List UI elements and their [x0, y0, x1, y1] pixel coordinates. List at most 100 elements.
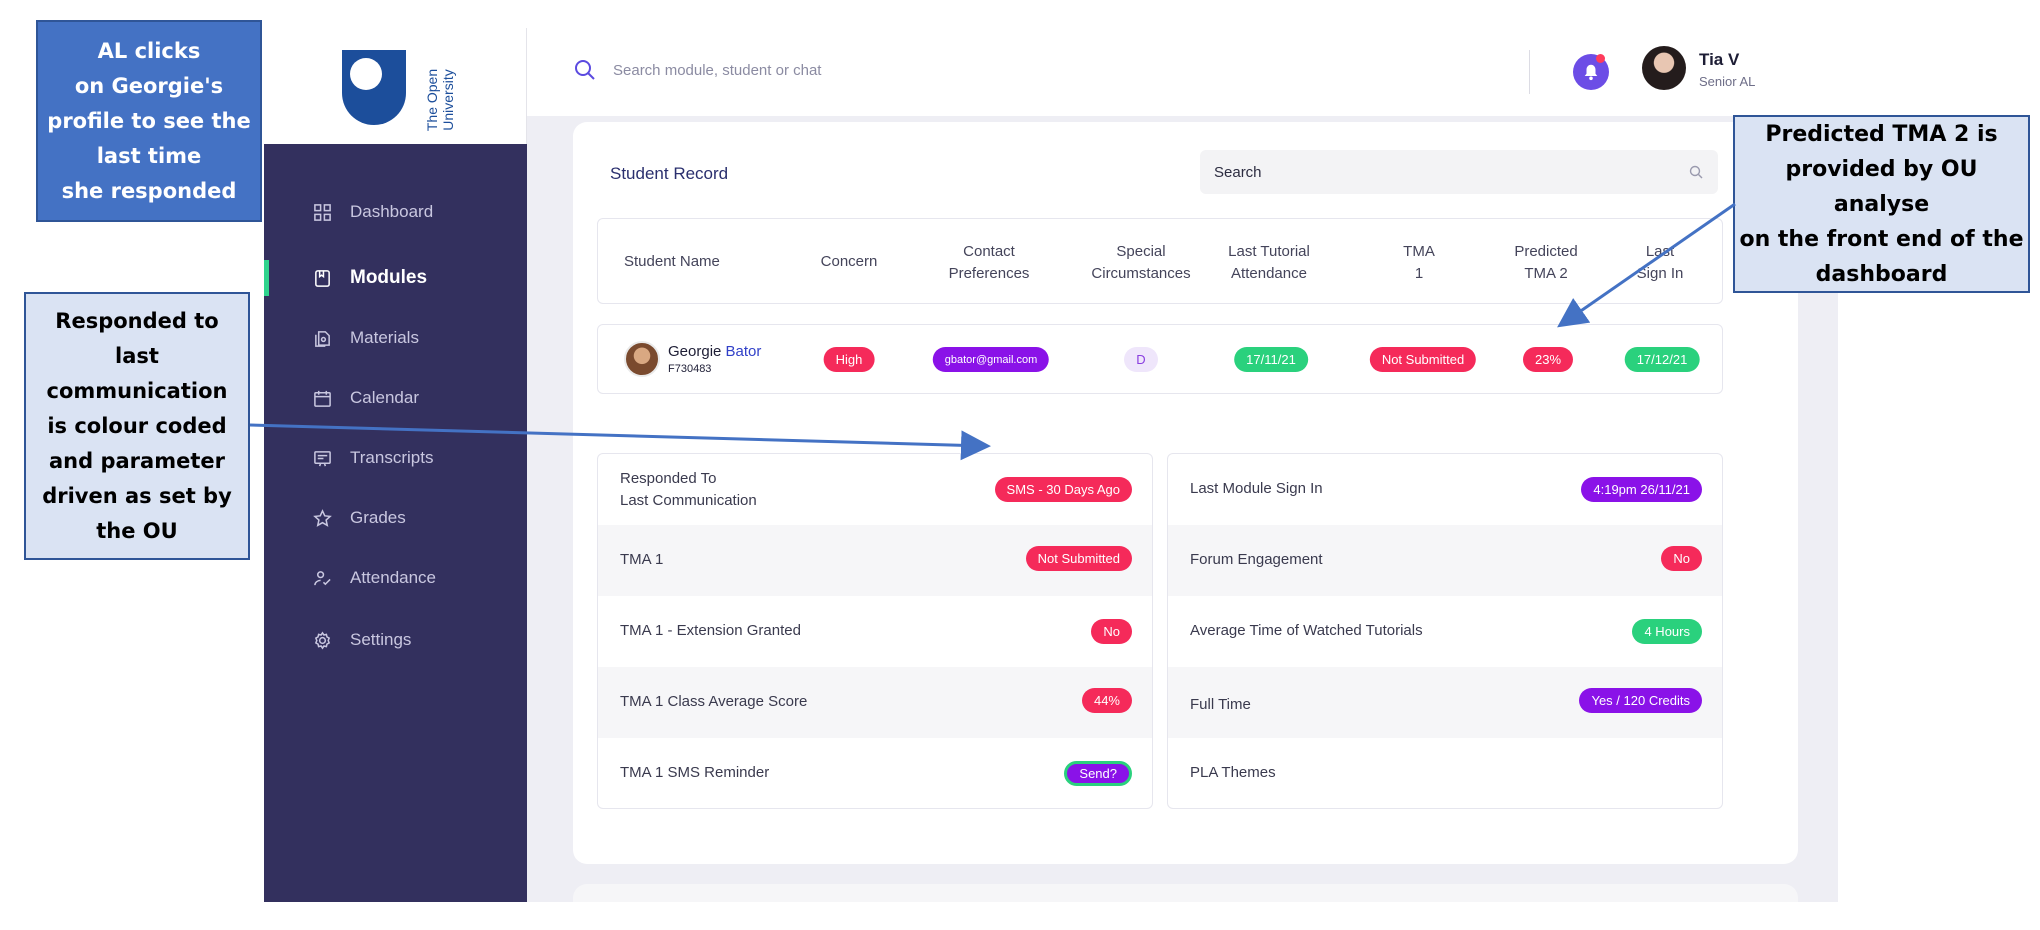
annotation-callout: AL clicks on Georgie's profile to see th… — [36, 20, 262, 222]
student-avatar[interactable] — [624, 341, 660, 377]
concern-badge: High — [823, 347, 875, 372]
detail-label: Last Module Sign In — [1190, 480, 1323, 497]
tma1-badge: Not Submitted — [1369, 347, 1477, 372]
detail-row: PLA Themes — [1168, 738, 1722, 808]
detail-value-badge: No — [1091, 619, 1132, 644]
detail-value-badge: 4 Hours — [1632, 619, 1702, 644]
sidebar-item-materials[interactable]: Materials — [264, 316, 527, 360]
detail-value-badge: 4:19pm 26/11/21 — [1581, 477, 1702, 502]
detail-label: TMA 1 Class Average Score — [620, 693, 808, 710]
special-circumstances-badge: D — [1124, 347, 1158, 372]
student-name[interactable]: Georgie Bator — [668, 343, 761, 360]
sidebar-item-settings[interactable]: Settings — [264, 618, 527, 662]
detail-value-badge: No — [1661, 546, 1702, 571]
logo[interactable]: The Open University — [264, 28, 527, 144]
transcript-icon — [312, 448, 332, 468]
user-role: Senior AL — [1699, 74, 1756, 89]
detail-label: Forum Engagement — [1190, 551, 1323, 568]
responded-status-badge: SMS - 30 Days Ago — [994, 477, 1132, 502]
detail-row: Average Time of Watched Tutorials 4 Hour… — [1168, 596, 1722, 667]
sidebar-item-label: Calendar — [350, 388, 419, 407]
sidebar-item-label: Materials — [350, 328, 419, 347]
student-first-name: Georgie — [668, 343, 722, 360]
sidebar-item-calendar[interactable]: Calendar — [264, 376, 527, 420]
table-header: Student Name Concern Contact Preferences… — [597, 218, 1723, 304]
detail-label: PLA Themes — [1190, 764, 1276, 781]
column-header: Student Name — [624, 253, 720, 270]
search-icon[interactable] — [573, 58, 597, 82]
sidebar-item-grades[interactable]: Grades — [264, 496, 527, 540]
detail-label: Responded To Last Communication — [620, 470, 757, 509]
sidebar-item-label: Attendance — [350, 568, 437, 587]
send-sms-button[interactable]: Send? — [1064, 761, 1132, 786]
detail-label: TMA 1 SMS Reminder — [620, 764, 770, 781]
calendar-icon — [312, 388, 332, 408]
sidebar-item-attendance[interactable]: Attendance — [264, 556, 527, 600]
detail-panel-left: Responded To Last Communication SMS - 30… — [597, 453, 1153, 809]
detail-label: Full Time — [1190, 696, 1251, 713]
search-input-text: Search — [1214, 164, 1262, 181]
detail-row: TMA 1 Not Submitted — [598, 525, 1152, 596]
detail-value-badge: Yes / 120 Credits — [1579, 688, 1702, 713]
sidebar-item-transcripts[interactable]: Transcripts — [264, 436, 527, 480]
search-icon[interactable] — [1688, 164, 1704, 180]
student-record-card: Student Record Search Student Name Conce… — [573, 122, 1798, 864]
column-header: TMA 1 — [1403, 243, 1435, 282]
detail-value-badge: Not Submitted — [1025, 546, 1132, 571]
ou-dot — [350, 58, 382, 90]
detail-label: Average Time of Watched Tutorials — [1190, 622, 1423, 639]
detail-label: TMA 1 - Extension Granted — [620, 622, 801, 639]
user-check-icon — [312, 568, 332, 588]
sidebar-item-dashboard[interactable]: Dashboard — [264, 190, 527, 234]
detail-label: TMA 1 — [620, 551, 664, 568]
user-avatar[interactable] — [1642, 46, 1686, 90]
files-icon — [312, 328, 332, 348]
detail-row: Forum Engagement No — [1168, 525, 1722, 596]
active-nav-marker — [264, 260, 269, 296]
detail-row: Last Module Sign In 4:19pm 26/11/21 — [1168, 454, 1722, 525]
callout-text: Responded to last communication is colou… — [42, 308, 232, 543]
sidebar-item-label: Transcripts — [350, 448, 434, 467]
logo-text: The Open University — [424, 68, 456, 132]
last-tutorial-badge: 17/11/21 — [1234, 347, 1308, 372]
column-header: Last Sign In — [1636, 243, 1684, 282]
detail-row: TMA 1 Class Average Score 44% — [598, 667, 1152, 738]
sidebar-item-modules[interactable]: Modules — [264, 256, 527, 300]
callout-text: AL clicks on Georgie's profile to see th… — [47, 38, 251, 203]
sidebar-item-label: Grades — [350, 508, 406, 527]
sidebar-item-label: Settings — [350, 630, 412, 649]
column-header: Contact Preferences — [948, 243, 1030, 282]
sidebar-item-label: Dashboard — [350, 202, 434, 221]
sidebar-item-label: Modules — [350, 267, 428, 288]
detail-row: TMA 1 - Extension Granted No — [598, 596, 1152, 667]
contact-preference-badge[interactable]: gbator@gmail.com — [932, 347, 1050, 372]
detail-row: Responded To Last Communication SMS - 30… — [598, 454, 1152, 525]
column-header: Last Tutorial Attendance — [1228, 243, 1310, 282]
detail-row: Full Time Yes / 120 Credits — [1168, 667, 1722, 738]
notification-dot — [1596, 54, 1605, 63]
header-divider — [1529, 50, 1530, 94]
global-search-input[interactable]: Search module, student or chat — [613, 62, 822, 79]
student-search-input[interactable]: Search — [1200, 150, 1718, 194]
book-icon — [312, 268, 332, 288]
star-icon — [312, 508, 332, 528]
last-sign-in-badge: 17/12/21 — [1624, 347, 1700, 372]
detail-row: TMA 1 SMS Reminder Send? — [598, 738, 1152, 808]
predicted-tma2-badge: 23% — [1522, 347, 1574, 372]
annotation-callout: Responded to last communication is colou… — [24, 292, 250, 560]
detail-value-badge: 44% — [1081, 688, 1132, 713]
user-name: Tia V — [1699, 50, 1740, 69]
bell-icon — [1584, 64, 1598, 81]
annotation-callout: Predicted TMA 2 is provided by OU analys… — [1733, 115, 2030, 293]
gear-icon — [312, 630, 332, 650]
table-row[interactable]: Georgie Bator F730483 High gbator@gmail.… — [597, 324, 1723, 394]
student-id: F730483 — [668, 363, 712, 375]
top-bar: Search module, student or chat Tia V Sen… — [527, 28, 1838, 116]
column-header: Special Circumstances — [1091, 243, 1191, 282]
callout-text: Predicted TMA 2 is provided by OU analys… — [1739, 121, 2024, 287]
grid-icon — [312, 202, 332, 222]
detail-panel-right: Last Module Sign In 4:19pm 26/11/21 Foru… — [1167, 453, 1723, 809]
next-card-edge — [573, 884, 1798, 902]
column-header: Concern — [820, 253, 878, 270]
